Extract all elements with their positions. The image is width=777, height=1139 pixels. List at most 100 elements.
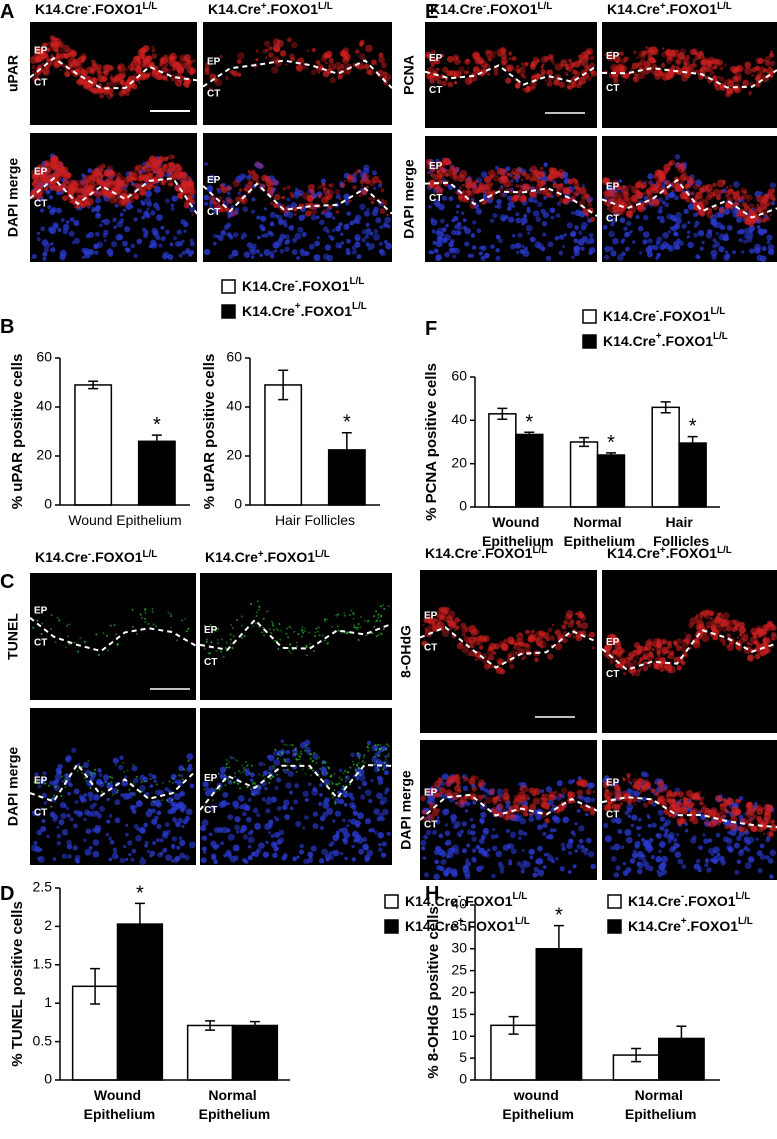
nucleus	[223, 224, 229, 230]
nucleus	[299, 248, 305, 254]
nucleus	[380, 816, 385, 822]
nucleus	[500, 185, 504, 189]
nucleus	[555, 213, 561, 219]
stain	[506, 64, 514, 72]
nucleus	[445, 854, 451, 859]
nucleus	[669, 226, 675, 231]
stain	[475, 658, 478, 662]
nucleus	[580, 795, 586, 801]
stain	[453, 70, 462, 79]
stain	[136, 182, 139, 185]
nucleus	[523, 213, 528, 218]
stain	[295, 758, 298, 761]
stain	[759, 633, 764, 637]
stain	[447, 55, 454, 63]
nucleus	[94, 827, 101, 834]
stain	[334, 61, 343, 70]
nucleus	[442, 808, 449, 816]
stain	[346, 631, 349, 634]
stain	[144, 780, 147, 783]
nucleus	[250, 772, 255, 778]
nucleus	[72, 823, 79, 829]
stain	[55, 54, 63, 62]
nucleus	[146, 849, 151, 854]
nucleus	[584, 851, 588, 856]
stain	[492, 174, 500, 182]
stain	[172, 77, 176, 80]
nucleus	[277, 837, 285, 844]
stain	[665, 48, 674, 57]
nucleus	[326, 229, 330, 234]
stain	[263, 40, 271, 48]
nucleus	[43, 241, 51, 249]
nucleus	[534, 241, 542, 249]
nucleus	[495, 247, 500, 253]
nucleus	[766, 240, 771, 245]
nucleus	[549, 828, 555, 833]
nucleus	[60, 218, 65, 222]
nucleus	[505, 800, 511, 806]
stain	[358, 194, 362, 198]
nucleus	[299, 843, 304, 849]
stain	[654, 73, 662, 80]
nucleus	[432, 240, 437, 245]
stain	[357, 626, 360, 629]
stain	[219, 54, 223, 58]
stain	[220, 638, 223, 641]
nucleus	[530, 850, 535, 855]
stain	[301, 629, 304, 632]
nucleus	[482, 794, 487, 799]
stain	[321, 762, 324, 765]
stain	[616, 60, 620, 64]
stain	[675, 645, 682, 652]
stain	[519, 184, 528, 193]
nucleus	[587, 850, 595, 858]
stain	[106, 87, 114, 95]
stain	[251, 793, 254, 796]
stain	[188, 196, 192, 200]
nucleus	[307, 851, 314, 858]
row-label: PCNA	[401, 55, 417, 95]
stain	[735, 213, 740, 217]
stain	[744, 67, 752, 75]
stain	[681, 74, 688, 82]
stain	[121, 179, 129, 188]
nucleus	[748, 225, 755, 233]
stain	[187, 759, 190, 762]
nucleus	[58, 819, 65, 826]
stain	[651, 70, 658, 76]
stain	[711, 71, 715, 75]
tag-ep: EP	[606, 182, 620, 193]
nucleus	[581, 235, 588, 243]
nucleus	[373, 229, 378, 234]
stain	[321, 634, 324, 637]
nucleus	[295, 820, 302, 828]
stain	[250, 603, 253, 606]
nucleus	[204, 162, 209, 166]
nucleus	[489, 218, 495, 223]
stain	[223, 774, 226, 777]
stain	[329, 76, 336, 84]
nucleus	[136, 208, 142, 214]
nucleus	[757, 228, 764, 235]
stain	[632, 76, 640, 83]
stain	[577, 623, 582, 629]
nucleus	[165, 229, 170, 235]
stain	[756, 195, 764, 203]
stain	[733, 196, 736, 200]
nucleus	[584, 848, 589, 852]
stain	[60, 795, 63, 798]
nucleus	[189, 241, 195, 247]
stain	[295, 65, 303, 73]
nucleus	[56, 207, 62, 214]
stain	[79, 194, 85, 199]
stain	[217, 628, 220, 631]
nucleus	[102, 233, 108, 238]
stain	[576, 796, 580, 799]
stain	[310, 69, 317, 76]
stain	[299, 762, 302, 765]
stain	[701, 58, 709, 66]
nucleus	[105, 832, 110, 837]
stain	[551, 623, 555, 627]
stain	[626, 211, 632, 217]
